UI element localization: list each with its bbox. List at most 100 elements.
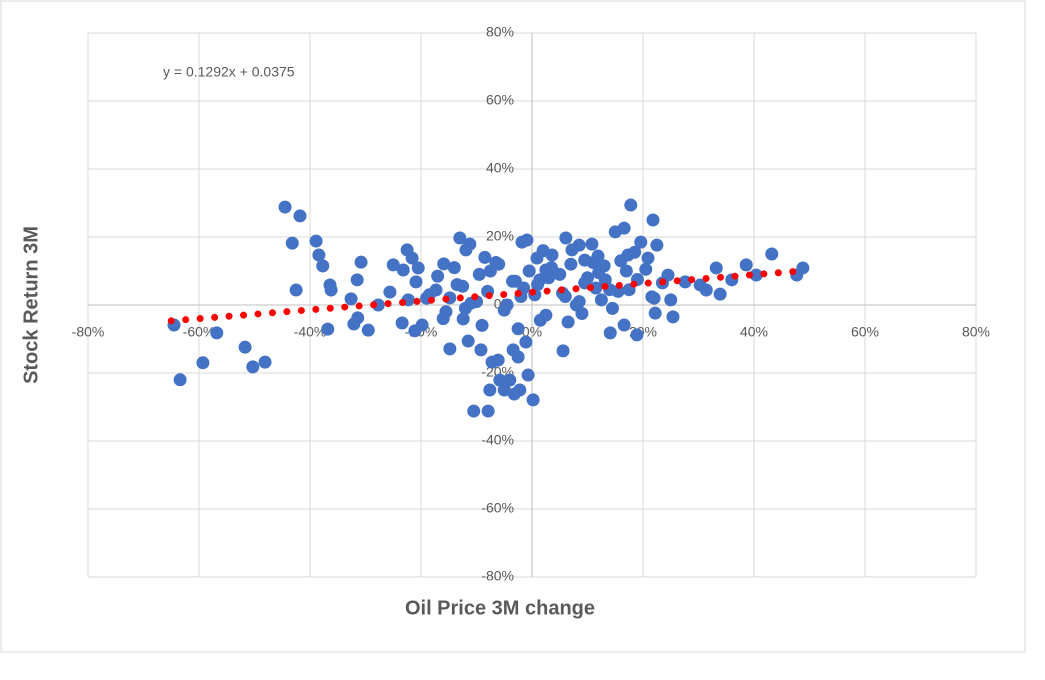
scatter-point — [456, 312, 470, 326]
scatter-point — [450, 278, 464, 292]
scatter-point — [196, 356, 210, 370]
scatter-point — [521, 368, 535, 382]
scatter-point — [395, 316, 409, 330]
scatter-point — [699, 283, 713, 297]
scatter-point — [461, 334, 475, 348]
scatter-point — [493, 373, 507, 387]
scatter-point — [396, 263, 410, 277]
scatter-point — [258, 355, 272, 369]
y-axis-title: Stock Return 3M — [20, 226, 42, 384]
scatter-point — [491, 353, 505, 367]
scatter-point — [513, 383, 527, 397]
scatter-point — [447, 261, 461, 275]
scatter-point — [293, 209, 307, 223]
y-tick-label: -60% — [481, 500, 514, 516]
scatter-point — [556, 344, 570, 358]
x-tick-label: -40% — [294, 324, 327, 340]
scatter-point — [511, 322, 525, 336]
scatter-point — [639, 262, 653, 276]
trendline-equation: y = 0.1292x + 0.0375 — [163, 64, 295, 80]
scatter-point — [309, 234, 323, 248]
scatter-point — [478, 250, 492, 264]
y-tick-label: 40% — [486, 160, 514, 176]
scatter-point — [569, 298, 583, 312]
scatter-point — [453, 231, 467, 245]
scatter-point — [173, 373, 187, 387]
scatter-point — [542, 271, 556, 285]
scatter-point — [553, 267, 567, 281]
scatter-point — [619, 264, 633, 278]
scatter-point — [316, 259, 330, 273]
scatter-point — [664, 293, 678, 307]
scatter-point — [605, 301, 619, 315]
scatter-point — [474, 343, 488, 357]
y-tick-label: -40% — [481, 432, 514, 448]
x-tick-label: 80% — [962, 324, 990, 340]
scatter-point — [324, 283, 338, 297]
scatter-point — [617, 221, 631, 235]
scatter-point — [641, 251, 655, 265]
scatter-point — [458, 301, 472, 315]
scatter-point — [531, 278, 545, 292]
y-tick-label: 60% — [486, 92, 514, 108]
scatter-point — [285, 236, 299, 250]
scatter-point — [617, 318, 631, 332]
grid — [87, 32, 977, 578]
x-tick-label: 60% — [851, 324, 879, 340]
x-tick-label: 40% — [740, 324, 768, 340]
scatter-point — [634, 235, 648, 249]
scatter-point — [361, 323, 375, 337]
scatter-point — [585, 237, 599, 251]
marks — [167, 198, 810, 418]
y-tick-label: -80% — [481, 568, 514, 584]
scatter-point — [765, 247, 779, 261]
scatter-point — [515, 235, 529, 249]
scatter-point — [646, 213, 660, 227]
scatter-point — [561, 315, 575, 329]
scatter-point — [475, 318, 489, 332]
scatter-point — [411, 261, 425, 275]
scatter-point — [630, 328, 644, 342]
scatter-point — [559, 231, 573, 245]
scatter-point — [519, 335, 533, 349]
scatter-point — [437, 257, 451, 271]
scatter-point — [749, 268, 763, 282]
scatter-point — [312, 248, 326, 262]
scatter-point — [536, 244, 550, 258]
scatter-point — [594, 293, 608, 307]
scatter-point — [405, 251, 419, 265]
scatter-point — [492, 257, 506, 271]
x-axis-title: Oil Price 3M change — [405, 597, 595, 619]
scatter-point — [628, 245, 642, 259]
scatter-point — [709, 261, 723, 275]
scatter-point — [624, 198, 638, 212]
scatter-point — [321, 322, 335, 336]
scatter-point — [522, 264, 536, 278]
scatter-point — [564, 257, 578, 271]
x-tick-label: -60% — [183, 324, 216, 340]
scatter-point — [383, 285, 397, 299]
scatter-point — [614, 254, 628, 268]
scatter-point — [508, 274, 522, 288]
scatter-point — [503, 373, 517, 387]
scatter-point — [483, 383, 497, 397]
scatter-point — [344, 292, 358, 306]
x-tick-label: -80% — [72, 324, 105, 340]
scatter-point — [443, 342, 457, 356]
scatter-point — [739, 258, 753, 272]
scatter-point — [586, 256, 600, 269]
scatter-point — [796, 261, 810, 275]
scatter-point — [210, 326, 224, 340]
scatter-point — [497, 383, 511, 397]
scatter-point — [409, 275, 423, 289]
scatter-point — [347, 317, 361, 331]
scatter-point — [386, 258, 400, 272]
scatter-point — [648, 306, 662, 320]
scatter-point — [650, 238, 664, 252]
scatter-point — [431, 269, 445, 283]
scatter-point — [436, 312, 450, 326]
scatter-point — [246, 360, 260, 374]
scatter-point — [647, 291, 661, 305]
scatter-point — [506, 343, 520, 357]
